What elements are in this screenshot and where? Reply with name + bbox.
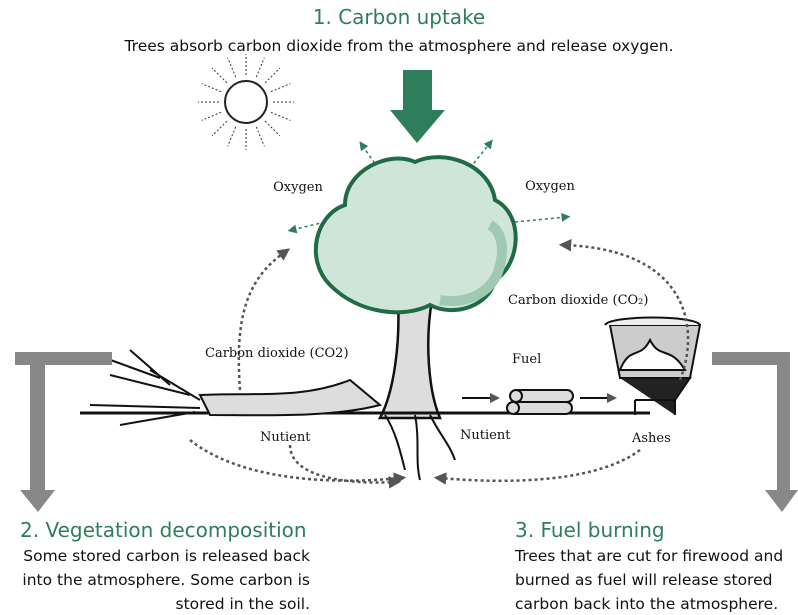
tree (313, 155, 518, 420)
sun (198, 54, 294, 150)
stove (604, 316, 702, 415)
ashes-label: Ashes (631, 431, 671, 446)
decomposition-text: into the atmosphere. Some carbon is (22, 571, 310, 589)
side-arrows (15, 352, 798, 512)
sun-ray (264, 120, 281, 137)
flow-arrows (189, 239, 690, 489)
fallen-tree (89, 349, 456, 481)
sun-ray (211, 67, 228, 84)
burning-text: carbon back into the atmosphere. (515, 595, 778, 613)
nutrient-label: Nutient (260, 430, 311, 445)
burning-title: 3. Fuel burning (515, 518, 665, 542)
sun-ray (270, 111, 291, 121)
burning-text: burned as fuel will release stored (515, 571, 772, 589)
sun-ray (264, 67, 281, 84)
burning-text: Trees that are cut for firewood and (514, 547, 783, 565)
sun-ray (255, 126, 265, 147)
title: 1. Carbon uptake (313, 5, 486, 29)
oxygen-arrows (287, 139, 571, 234)
sun-ray (255, 57, 265, 78)
sun-ray (227, 126, 237, 147)
uptake-arrow (390, 70, 445, 143)
decomposition-text: stored in the soil. (176, 595, 311, 613)
sun-ray (211, 120, 228, 137)
nutrient-label: Nutient (460, 428, 511, 443)
sun-ray (201, 83, 222, 93)
decomposition-title: 2. Vegetation decomposition (20, 518, 307, 542)
firewood (506, 389, 574, 415)
oxygen-label: Oxygen (273, 180, 323, 195)
subtitle: Trees absorb carbon dioxide from the atm… (123, 37, 673, 55)
co2-label: Carbon dioxide (CO2) (205, 346, 349, 361)
sun-ray (227, 57, 237, 78)
decomposition-text: Some stored carbon is released back (23, 547, 310, 565)
oxygen-label: Oxygen (525, 179, 575, 194)
co2-label: Carbon dioxide (CO₂) (508, 293, 648, 308)
sun-ray (270, 83, 291, 93)
sun-ray (201, 111, 222, 121)
fuel-label: Fuel (512, 352, 541, 367)
